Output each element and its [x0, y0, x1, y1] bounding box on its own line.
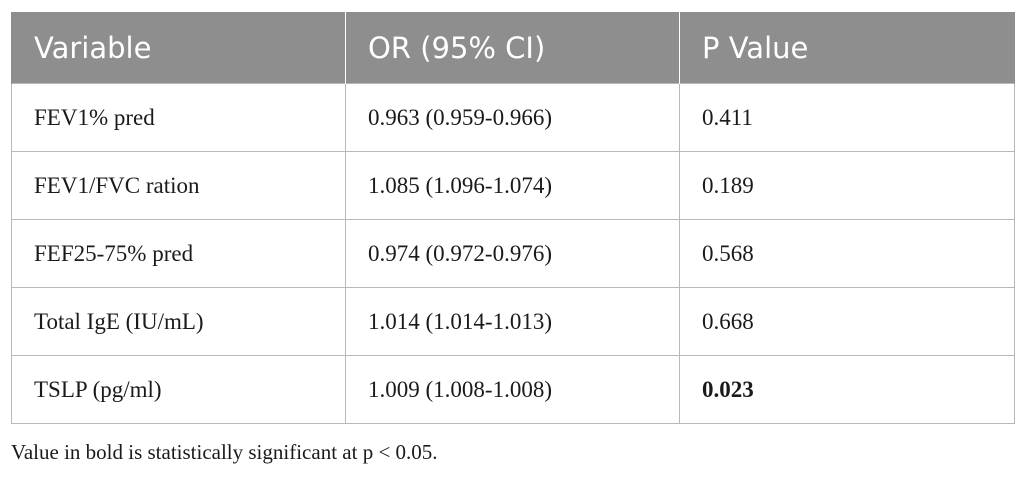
cell-p-value-significant: 0.023 [679, 355, 1015, 424]
results-table-container: Variable OR (95% CI) P Value FEV1% pred … [11, 12, 1015, 424]
cell-or-ci: 1.009 (1.008-1.008) [345, 355, 680, 424]
table-header: Variable OR (95% CI) P Value [11, 12, 1015, 84]
cell-variable: TSLP (pg/ml) [11, 355, 346, 424]
table-footnote: Value in bold is statistically significa… [11, 440, 438, 464]
cell-p-value: 0.668 [679, 287, 1015, 356]
table-row: TSLP (pg/ml) 1.009 (1.008-1.008) 0.023 [11, 355, 1015, 424]
cell-variable: FEF25-75% pred [11, 219, 346, 288]
header-row: Variable OR (95% CI) P Value [11, 12, 1015, 84]
cell-or-ci: 0.963 (0.959-0.966) [345, 83, 680, 152]
cell-p-value: 0.411 [679, 83, 1015, 152]
header-variable: Variable [11, 12, 346, 84]
table-body: FEV1% pred 0.963 (0.959-0.966) 0.411 FEV… [11, 83, 1015, 424]
header-or-ci: OR (95% CI) [345, 12, 680, 84]
cell-or-ci: 0.974 (0.972-0.976) [345, 219, 680, 288]
table-row: Total IgE (IU/mL) 1.014 (1.014-1.013) 0.… [11, 287, 1015, 356]
cell-variable: Total IgE (IU/mL) [11, 287, 346, 356]
cell-or-ci: 1.085 (1.096-1.074) [345, 151, 680, 220]
table-row: FEF25-75% pred 0.974 (0.972-0.976) 0.568 [11, 219, 1015, 288]
cell-variable: FEV1/FVC ration [11, 151, 346, 220]
cell-variable: FEV1% pred [11, 83, 346, 152]
cell-or-ci: 1.014 (1.014-1.013) [345, 287, 680, 356]
cell-p-value: 0.189 [679, 151, 1015, 220]
cell-p-value: 0.568 [679, 219, 1015, 288]
results-table: Variable OR (95% CI) P Value FEV1% pred … [11, 12, 1015, 424]
table-row: FEV1% pred 0.963 (0.959-0.966) 0.411 [11, 83, 1015, 152]
header-p-value: P Value [679, 12, 1015, 84]
table-row: FEV1/FVC ration 1.085 (1.096-1.074) 0.18… [11, 151, 1015, 220]
